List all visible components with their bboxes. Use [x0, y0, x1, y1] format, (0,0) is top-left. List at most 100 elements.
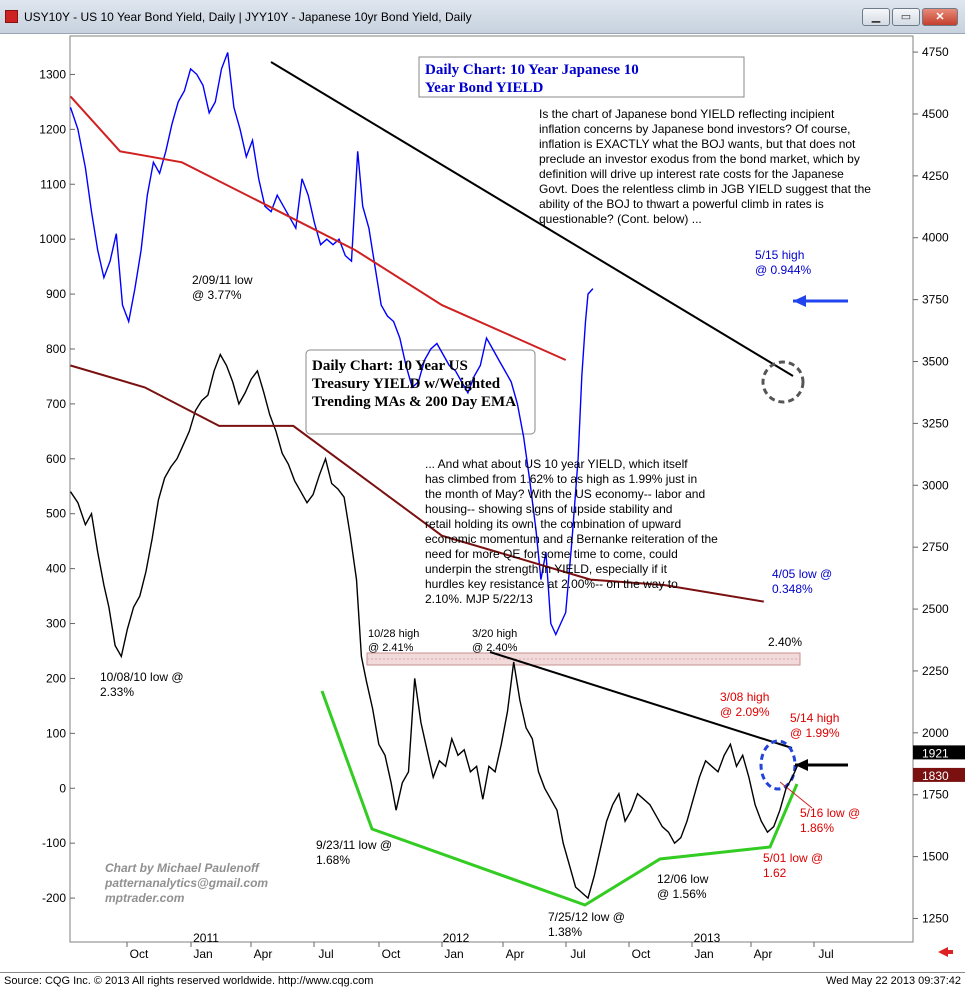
x-tick-label: Oct: [382, 947, 401, 961]
annotation-line: @ 2.09%: [720, 705, 770, 719]
right-tick-label: 1750: [922, 788, 949, 802]
left-tick-label: 700: [46, 397, 66, 411]
low-callout-line: [779, 781, 813, 809]
annotation-line: ability of the BOJ to thwart a powerful …: [539, 197, 824, 211]
right-tick-label: 2250: [922, 664, 949, 678]
annotation-line: @ 2.41%: [368, 642, 414, 654]
us-yield-series-line: [69, 352, 798, 900]
app-icon: [5, 10, 18, 23]
last-value-text: 1921: [922, 746, 949, 760]
x-tick-label: Apr: [254, 947, 273, 961]
annotation-line: 3/08 high: [720, 690, 769, 704]
annotation-text: 3/08 high @ 2.09%: [720, 690, 770, 719]
annotation-line: @ 0.944%: [755, 263, 812, 277]
annotation-text: 5/16 low @1.86%: [800, 806, 860, 835]
annotation-text: 7/25/12 low @1.38%: [548, 910, 625, 939]
annotation-line: questionable? (Cont. below) ...: [539, 212, 702, 226]
x-tick-label: Jan: [444, 947, 463, 961]
x-tick-label: Jan: [694, 947, 713, 961]
annotation-line: 1.38%: [548, 925, 582, 939]
right-tick-label: 2750: [922, 540, 949, 554]
annotation-line: mptrader.com: [105, 891, 185, 905]
status-bar: Source: CQG Inc. © 2013 All rights reser…: [0, 972, 965, 990]
ust-ema-line: [70, 364, 764, 603]
x-tick-label: Oct: [130, 947, 149, 961]
right-tick-label: 3250: [922, 416, 949, 430]
source-text: Source: CQG Inc. © 2013 All rights reser…: [4, 975, 374, 987]
left-tick-label: 600: [46, 452, 66, 466]
jgb-arrow-head: [793, 295, 806, 307]
annotation-text: ... And what about US 10 year YIELD, whi…: [425, 457, 718, 606]
annotation-line: Govt. Does the relentless climb in JGB Y…: [539, 182, 871, 196]
annotation-line: 2.10%. MJP 5/22/13: [425, 592, 533, 606]
annotation-line: patternanalytics@gmail.com: [104, 876, 268, 890]
ust-resistance-trendline: [489, 651, 793, 749]
last-value-tag: [913, 745, 965, 760]
ust-support-trendline: [320, 690, 799, 907]
right-tick-label: 3000: [922, 478, 949, 492]
annotation-line: @ 2.40%: [472, 642, 518, 654]
annotation-text: 4/05 low @0.348%: [772, 567, 832, 596]
right-tick-label: 1500: [922, 850, 949, 864]
jgb-resistance-trendline: [270, 61, 794, 377]
left-tick-label: 800: [46, 342, 66, 356]
jgb-ema-line: [69, 95, 567, 361]
left-tick-label: 0: [59, 781, 66, 795]
annotation-text: 5/15 high @ 0.944%: [755, 248, 812, 277]
right-tick-label: 3750: [922, 293, 949, 307]
annotation-line: the month of May? With the US economy-- …: [425, 487, 705, 501]
left-tick-label: -100: [42, 836, 66, 850]
right-tick-label: 3500: [922, 355, 949, 369]
annotation-line: ... And what about US 10 year YIELD, whi…: [425, 457, 688, 471]
left-tick-label: 900: [46, 287, 66, 301]
minimize-button[interactable]: ▁: [862, 8, 890, 26]
annotation-line: economic momentum and a Bernanke reitera…: [425, 532, 718, 546]
annotation-line: Treasury YIELD w/Weighted: [312, 376, 501, 392]
annotation-text: Is the chart of Japanese bond YIELD refl…: [539, 107, 871, 226]
timestamp: Wed May 22 2013 09:37:42: [826, 975, 961, 987]
x-tick-label: Jan: [193, 947, 212, 961]
year-label: 2013: [694, 931, 721, 945]
year-label: 2012: [443, 931, 470, 945]
annotation-line: inflation concerns by Japanese bond inve…: [539, 122, 851, 136]
annotation-text: Daily Chart: 10 Year US Treasury YIELD w/…: [312, 358, 516, 410]
right-tick-label: 4250: [922, 169, 949, 183]
annotation-line: preclude an investor exodus from the bon…: [539, 152, 860, 166]
close-button[interactable]: ✕: [922, 8, 958, 26]
right-tick-label: 2500: [922, 602, 949, 616]
right-tick-label: 1250: [922, 911, 949, 925]
x-tick-label: Apr: [506, 947, 525, 961]
annotation-line: has climbed from 1.62% to as high as 1.9…: [425, 472, 697, 486]
restore-button[interactable]: ▭: [892, 8, 920, 26]
left-tick-label: 300: [46, 617, 66, 631]
window-title: USY10Y - US 10 Year Bond Yield, Daily | …: [24, 10, 472, 24]
annotation-line: definition will drive up interest rate c…: [539, 167, 844, 181]
annotation-line: 2/09/11 low: [192, 273, 253, 287]
left-tick-label: 1100: [40, 177, 66, 191]
jgb-title-box: [418, 56, 745, 98]
right-tick-label: 4750: [922, 45, 949, 59]
annotation-line: Chart by Michael Paulenoff: [105, 861, 260, 875]
left-tick-label: 1200: [39, 122, 66, 136]
scroll-left-icon[interactable]: [938, 947, 948, 957]
annotation-line: @ 1.99%: [790, 726, 840, 740]
left-tick-label: 100: [46, 726, 66, 740]
last-value-text: 1830: [922, 769, 949, 783]
chart-area: 1300120011001000900800700600500400300200…: [39, 35, 965, 961]
jgb-breakout-circle: [761, 360, 805, 404]
annotation-line: 5/14 high: [790, 711, 839, 725]
annotation-line: 5/15 high: [755, 248, 804, 262]
annotation-line: 10/28 high: [368, 628, 419, 640]
annotation-line: 0.348%: [772, 582, 813, 596]
annotation-line: underpin the strength in YIELD, especial…: [425, 562, 668, 576]
right-tick-label: 4000: [922, 231, 949, 245]
annotation-text: 9/23/11 low @1.68%: [316, 838, 392, 867]
annotation-line: inflation is EXACTLY what the BOJ wants,…: [539, 137, 856, 151]
annotation-line: 10/08/10 low @: [100, 670, 184, 684]
year-label: 2011: [193, 931, 219, 945]
annotation-line: 2.33%: [100, 685, 134, 699]
annotation-line: 1.62: [763, 866, 787, 880]
x-tick-label: Oct: [632, 947, 651, 961]
annotation-line: 5/16 low @: [800, 806, 860, 820]
plot-frame: [69, 35, 914, 943]
